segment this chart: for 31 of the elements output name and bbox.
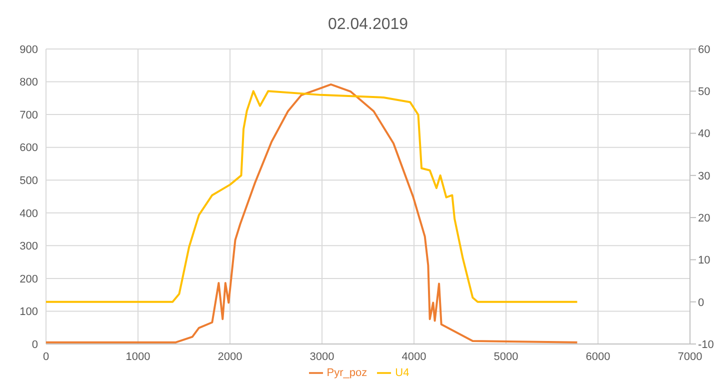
y-tick-label: 700 xyxy=(20,109,38,122)
y2-tick-label: 60 xyxy=(698,44,710,56)
y2-tick-label: 10 xyxy=(698,254,710,267)
x-tick-label: 1000 xyxy=(126,350,150,363)
line-series xyxy=(46,90,578,303)
legend-label: U4 xyxy=(395,366,410,379)
x-tick-label: 6000 xyxy=(586,350,610,363)
y2-tick-label: 30 xyxy=(698,170,710,182)
x-tick-label: 4000 xyxy=(402,350,426,363)
y2-tick-label: 20 xyxy=(698,212,710,224)
y2-tick-label: -10 xyxy=(698,338,714,351)
y2-tick-label: 0 xyxy=(698,296,704,309)
x-tick-label: 2000 xyxy=(218,350,242,363)
y-tick-label: 600 xyxy=(20,142,38,154)
y-tick-label: 900 xyxy=(20,44,38,56)
legend-label: Pyr_poz xyxy=(326,366,368,379)
y-tick-label: 0 xyxy=(32,338,38,351)
x-tick-label: 3000 xyxy=(310,350,334,363)
y-tick-label: 500 xyxy=(20,175,38,188)
y-tick-label: 800 xyxy=(20,76,38,89)
chart-title: 02.04.2019 xyxy=(326,15,410,35)
y-tick-label: 200 xyxy=(20,273,38,286)
y-tick-label: 400 xyxy=(20,208,38,220)
x-tick-label: 7000 xyxy=(678,350,702,363)
y2-tick-label: 50 xyxy=(698,86,710,98)
y2-tick-label: 40 xyxy=(698,128,710,140)
y-tick-label: 300 xyxy=(20,240,38,253)
x-tick-label: 0 xyxy=(42,350,50,363)
y-tick-label: 100 xyxy=(20,306,38,318)
x-tick-label: 5000 xyxy=(494,350,518,363)
line-series xyxy=(46,83,578,344)
